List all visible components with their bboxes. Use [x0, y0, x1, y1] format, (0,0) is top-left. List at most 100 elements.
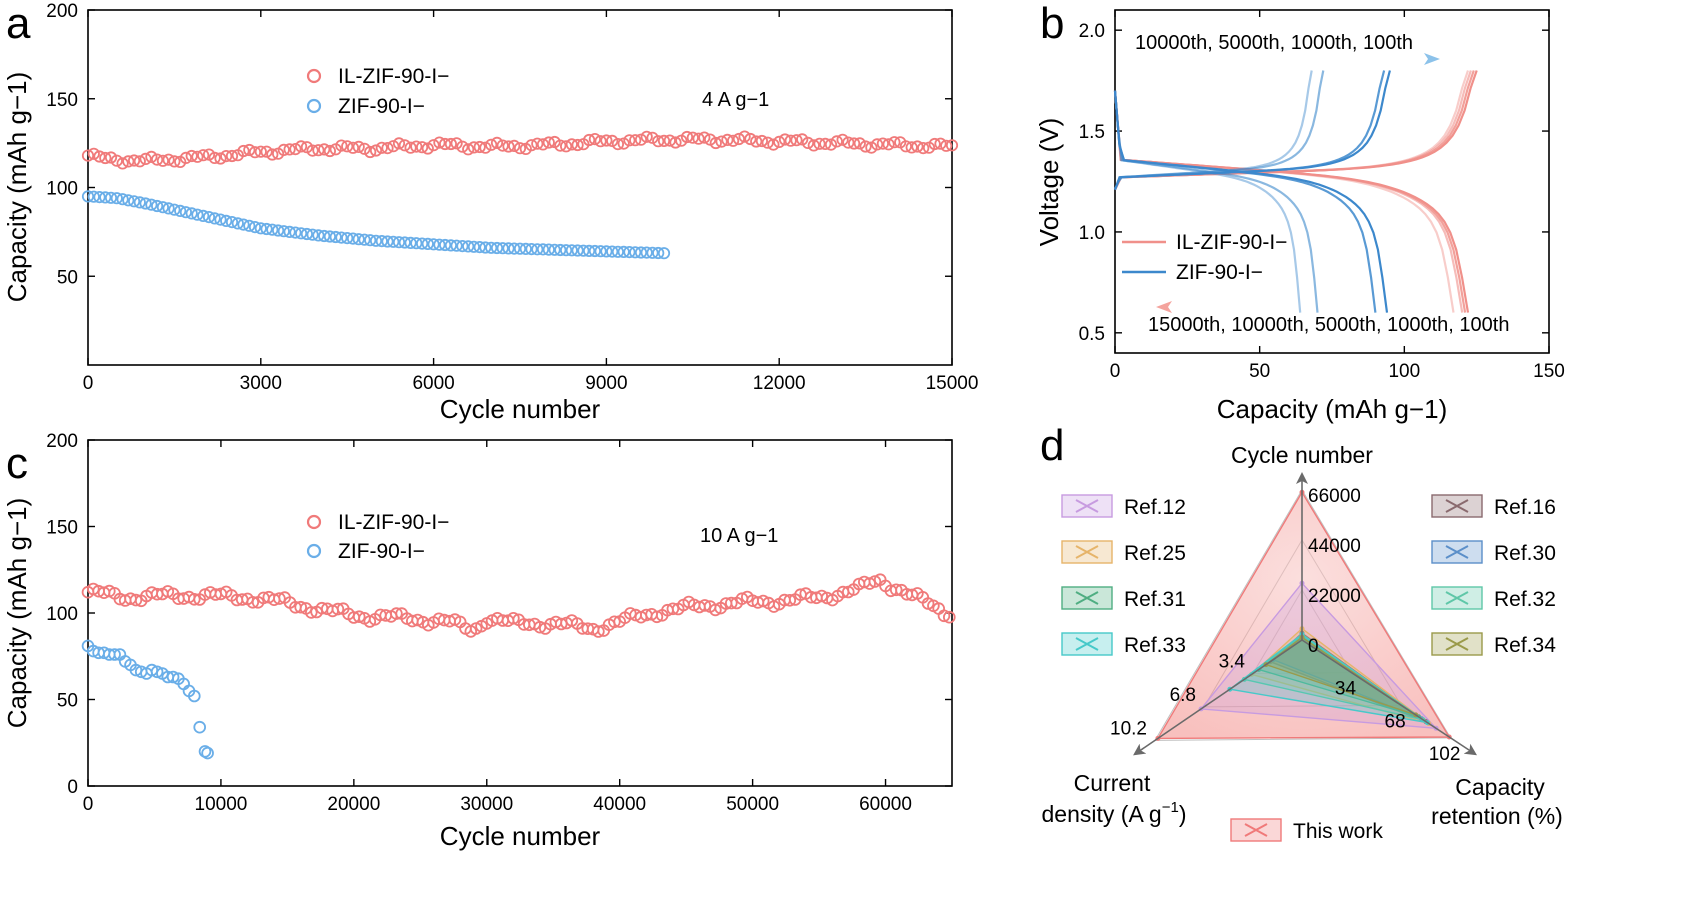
panel-a-point-il-zif	[116, 157, 129, 170]
panel-a-point-il-zif	[836, 133, 849, 146]
panel-a-point-il-zif	[151, 153, 164, 166]
panel-a-point-zif	[179, 206, 192, 219]
panel-a-legend: IL-ZIF-90-I− ZIF-90-I−	[306, 65, 449, 118]
panel-a-point-zif	[496, 242, 509, 255]
panel-a-point-il-zif	[571, 138, 584, 152]
panel-a-point-zif	[381, 235, 394, 248]
panel-a-ticks: 0 3000 6000 9000 12000 15000 50 100 150 200	[46, 1, 978, 394]
panel-c-point-il-zif	[937, 609, 951, 623]
panel-a-point-il-zif	[485, 138, 498, 151]
panel-a-point-il-zif	[323, 144, 336, 158]
panel-a-point-il-zif	[162, 153, 175, 166]
panel-c-point-zif	[150, 665, 164, 679]
panel-a-point-il-zif	[807, 139, 820, 152]
panel-a-point-zif	[559, 244, 573, 257]
panel-a-point-il-zif	[882, 138, 895, 151]
panel-a-point-zif	[248, 221, 262, 234]
panel-a-point-zif	[300, 227, 313, 241]
panel-a-point-il-zif	[93, 150, 106, 163]
panel-a-point-il-zif	[634, 133, 648, 146]
panel-a-point-il-zif	[289, 143, 302, 156]
panel-c-point-il-zif	[942, 610, 956, 624]
panel-a-point-il-zif	[928, 137, 941, 151]
panel-a-point-il-zif	[611, 138, 625, 151]
panel-c-point-il-zif	[507, 611, 520, 625]
panel-d-legend-label-ref-31: Ref.31	[1124, 588, 1186, 611]
panel-a-point-zif	[323, 230, 336, 243]
panel-b-discharge-curve-zif	[1113, 90, 1302, 313]
panel-a-point-zif	[260, 222, 273, 236]
panel-a-y-axis-label: Capacity (mAh g−1)	[2, 72, 32, 302]
panel-a-point-zif	[358, 233, 371, 246]
panel-a-point-il-zif	[761, 136, 774, 149]
panel-b-chart: 0 50 100 150 0.5 1.0 1.5 2.0 Capacity (mAh g−1)…	[1034, 9, 1565, 424]
panel-c-y-tick-label: 0	[67, 777, 78, 798]
panel-a-point-il-zif	[750, 135, 763, 148]
panel-a-point-zif	[450, 239, 463, 252]
panel-d-legend-mark-ref-31	[1075, 591, 1099, 605]
panel-a-point-zif	[335, 231, 348, 244]
panel-a-x-tick-label: 0	[83, 373, 94, 394]
panel-a-point-il-zif	[502, 140, 515, 153]
panel-a-y-tick-label: 50	[57, 267, 78, 288]
panel-a-point-il-zif	[813, 137, 826, 150]
panel-d-legend-mark-this-work	[1244, 823, 1268, 837]
panel-b-charge-curve-il-zif	[1114, 70, 1470, 191]
panel-label-a: a	[6, 0, 31, 48]
panel-a-point-zif	[231, 217, 244, 230]
panel-d-axis-label-current-2: density (A g−1)	[1042, 799, 1187, 827]
panel-a-point-il-zif	[444, 137, 457, 151]
panel-a-point-zif	[490, 241, 504, 255]
panel-a-point-il-zif	[508, 139, 521, 152]
panel-a-point-zif	[133, 196, 146, 209]
panel-a-point-zif	[565, 244, 578, 257]
panel-a-point-zif	[116, 193, 129, 206]
panel-a-point-zif	[294, 227, 308, 240]
panel-a-point-zif	[329, 230, 342, 244]
panel-a-point-il-zif	[254, 145, 267, 158]
panel-c-legend-label-il: IL-ZIF-90-I−	[338, 511, 449, 534]
panel-d-legend-label-ref-33: Ref.33	[1124, 634, 1186, 657]
panel-a-point-zif	[364, 234, 377, 247]
panel-c-ticks: 0 10000 20000 30000 40000 50000 60000 0 50 100 150…	[46, 431, 952, 815]
panel-a-point-il-zif	[467, 141, 480, 154]
panel-a-point-zif	[652, 246, 665, 260]
panel-a-point-il-zif	[156, 154, 169, 167]
panel-a-point-zif	[519, 242, 532, 255]
panel-a-point-zif	[415, 237, 429, 250]
panel-b-discharge-curve-zif	[1113, 90, 1319, 313]
panel-a-point-zif	[81, 190, 95, 203]
panel-d-axis-label-retention-2: retention (%)	[1431, 803, 1563, 829]
panel-a-point-zif	[582, 244, 596, 257]
panel-a-point-zif	[271, 224, 285, 237]
panel-c-point-il-zif	[608, 615, 621, 629]
panel-a-point-il-zif	[767, 138, 780, 151]
panel-a-point-zif	[208, 212, 221, 225]
panel-c-x-tick-label: 10000	[195, 794, 248, 815]
panel-c-legend: IL-ZIF-90-I− ZIF-90-I−	[306, 511, 449, 563]
panel-a-point-zif	[243, 219, 256, 232]
panel-a-point-il-zif	[905, 141, 918, 154]
panel-a-point-zif	[473, 241, 486, 254]
panel-a-point-il-zif	[692, 132, 705, 145]
panel-a-point-il-zif	[744, 132, 757, 146]
panel-a-point-il-zif	[554, 139, 567, 152]
panel-a-point-il-zif	[721, 133, 734, 146]
panel-a-point-il-zif	[139, 152, 152, 165]
panel-a-legend-marker-il	[306, 68, 322, 84]
panel-a-point-zif	[220, 214, 233, 227]
panel-d-series-ref-12	[1199, 582, 1438, 730]
panel-a-point-il-zif	[208, 151, 221, 164]
panel-a-point-zif	[508, 242, 521, 255]
panel-a-point-zif	[214, 213, 227, 226]
panel-a-point-il-zif	[462, 143, 475, 156]
panel-a-point-il-zif	[398, 139, 411, 152]
panel-label-b: b	[1040, 0, 1064, 48]
panel-a-point-il-zif	[686, 131, 699, 144]
panel-a-point-zif	[283, 225, 296, 238]
panel-d-legend-label-ref-12: Ref.12	[1124, 496, 1186, 519]
panel-a-point-il-zif	[801, 136, 815, 149]
panel-d-legend-mark-ref-32	[1445, 591, 1469, 605]
panel-b-x-tick-label: 50	[1249, 361, 1270, 382]
panel-d-legend-label-ref-16: Ref.16	[1494, 496, 1556, 519]
